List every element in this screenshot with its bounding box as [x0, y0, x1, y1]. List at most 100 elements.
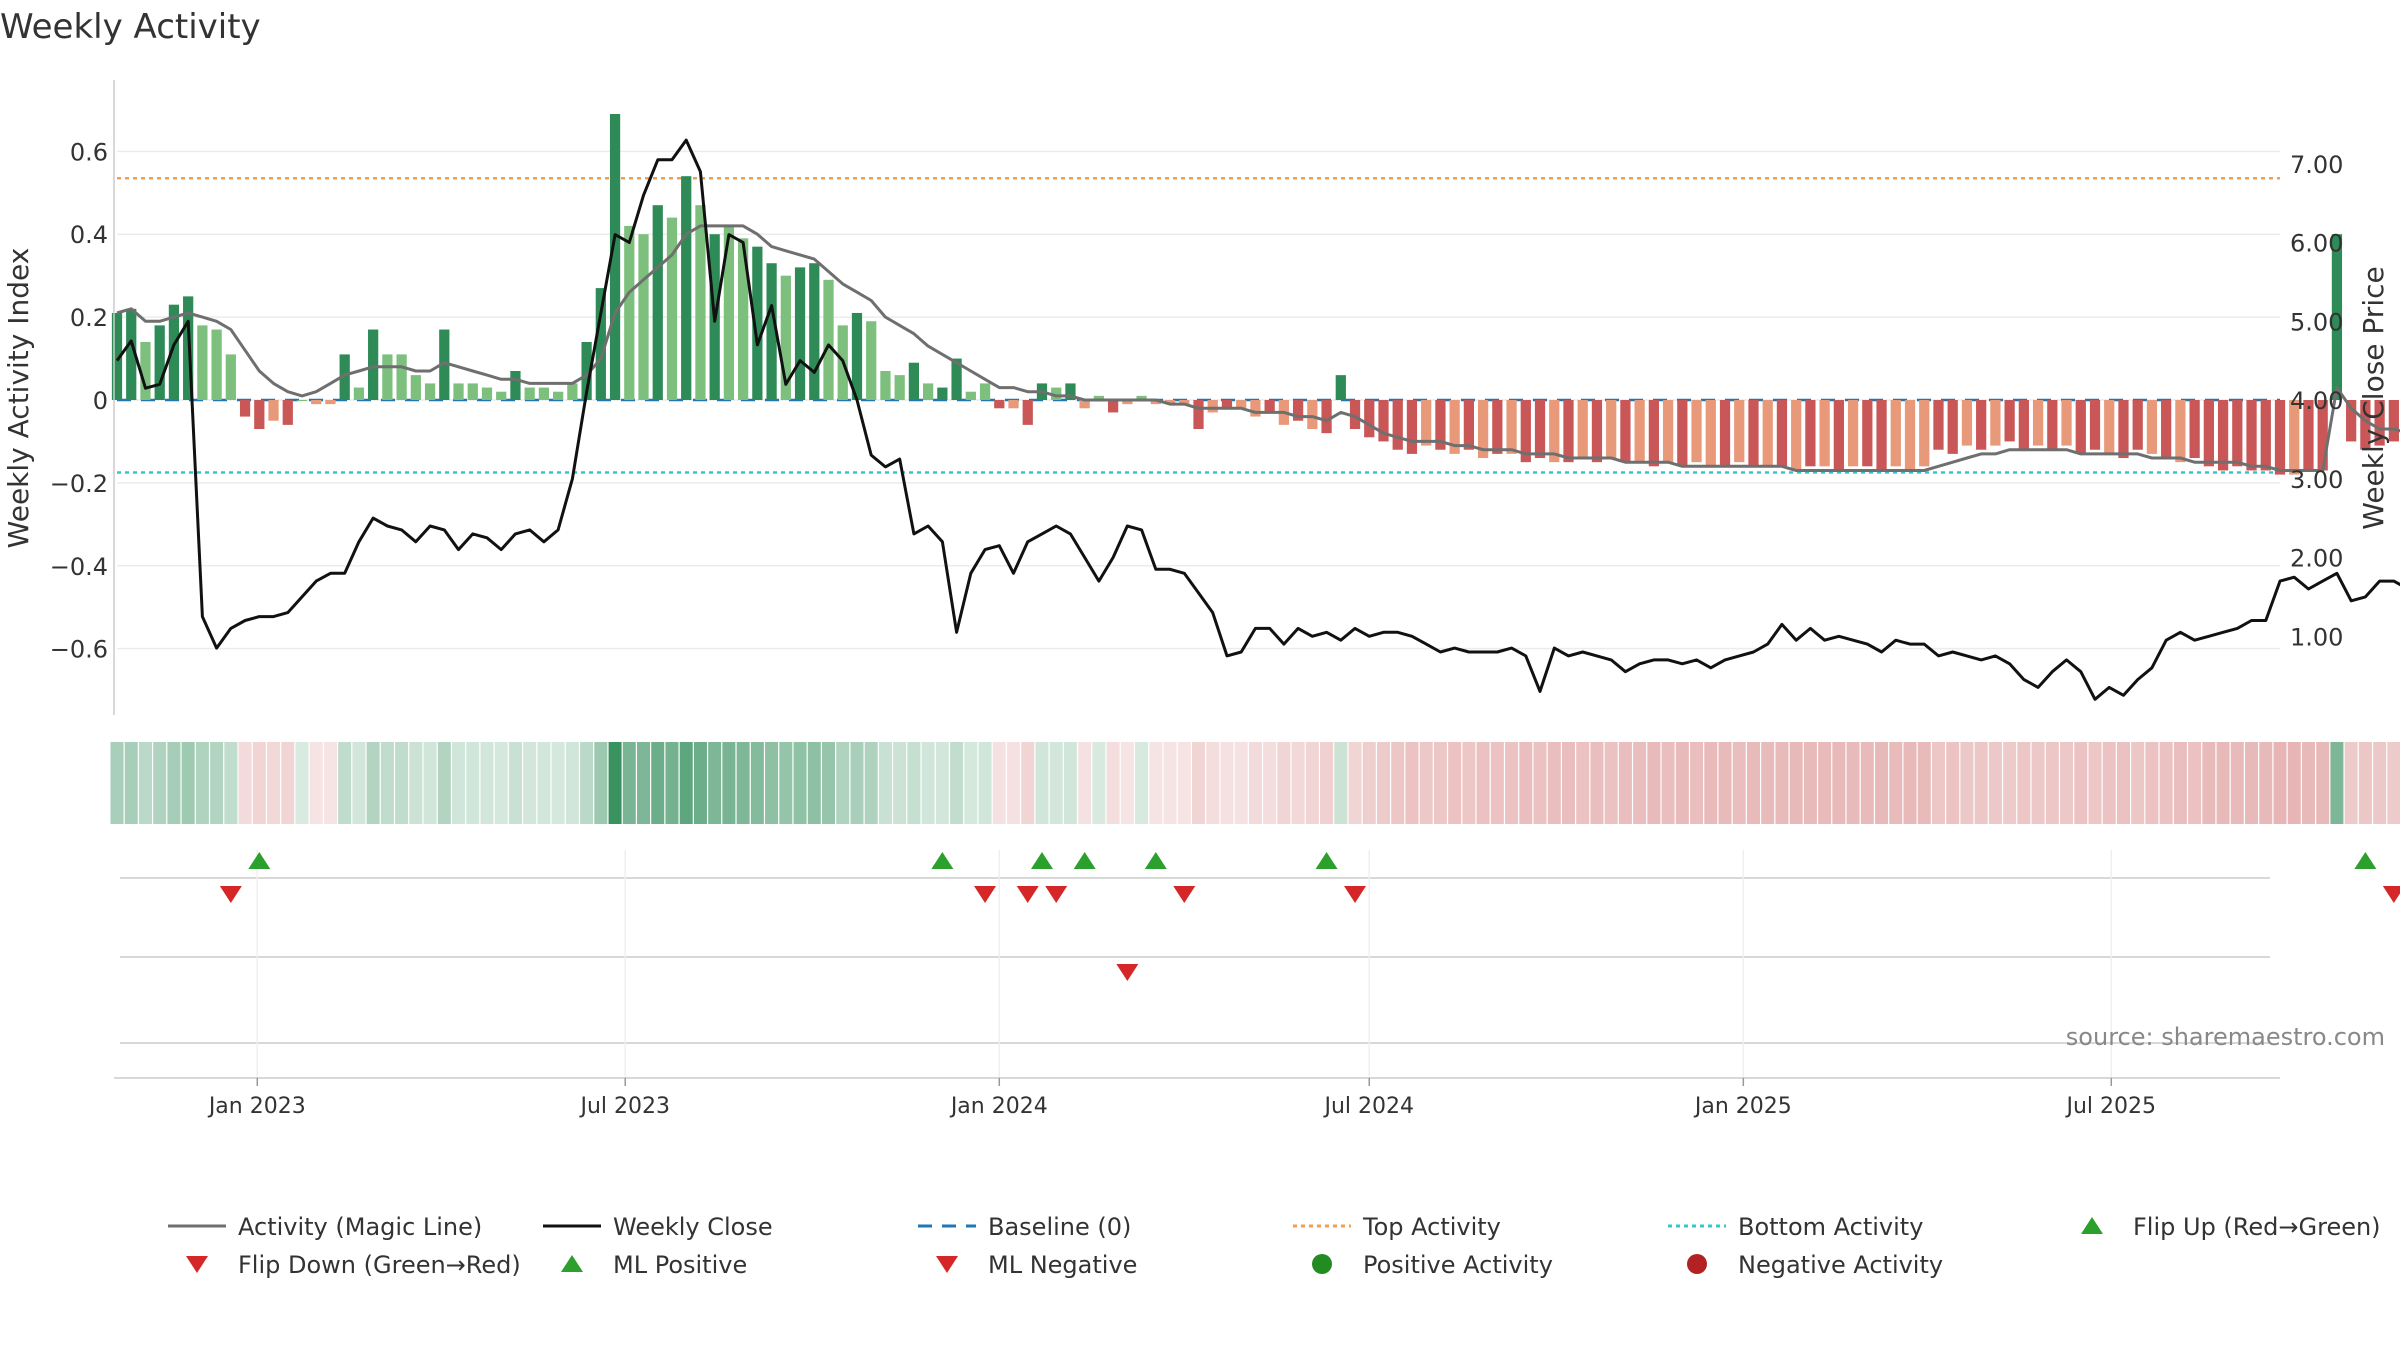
heat-cell — [1049, 742, 1063, 824]
legend-label: Flip Down (Green→Red) — [238, 1251, 521, 1279]
heat-cell — [1291, 742, 1305, 824]
flip-up-marker — [248, 852, 271, 869]
flip-up-marker — [1144, 852, 1167, 869]
activity-bar — [1065, 383, 1076, 400]
activity-bar — [951, 358, 962, 400]
activity-bar — [1776, 400, 1788, 467]
y-tick-right-0: 7.00 — [2290, 151, 2343, 179]
heat-cell — [338, 742, 352, 824]
activity-bar — [994, 400, 1005, 409]
legend-swatch-circle — [1312, 1254, 1332, 1274]
activity-bar — [1748, 400, 1759, 467]
activity-bar — [496, 391, 507, 400]
activity-bar — [2274, 400, 2286, 475]
activity-bar — [1549, 400, 1560, 463]
activity-bar — [1862, 400, 1873, 467]
legend-swatch-triangle-up — [2081, 1217, 2103, 1234]
source-note: source: sharemaestro.com — [2066, 1023, 2385, 1051]
heat-cell — [2330, 742, 2344, 824]
heat-cell — [964, 742, 978, 824]
activity-bar — [908, 362, 920, 400]
heat-cell — [1803, 742, 1817, 824]
activity-bar — [538, 387, 550, 400]
activity-bar — [467, 383, 478, 400]
heat-cell — [679, 742, 693, 824]
heat-cell — [1433, 742, 1447, 824]
heat-cell — [323, 742, 337, 824]
activity-bar — [1990, 400, 2001, 446]
activity-bar — [880, 370, 891, 400]
activity-bar — [140, 341, 151, 400]
heat-cell — [295, 742, 309, 824]
activity-bar — [2146, 400, 2158, 454]
activity-bar — [1321, 400, 1332, 434]
y-tick-left-5: −0.4 — [50, 553, 108, 581]
heat-cell — [1875, 742, 1889, 824]
activity-bar — [325, 400, 336, 405]
heat-cell — [935, 742, 949, 824]
activity-bar — [1833, 400, 1844, 471]
axes: 0.6 0.4 0.2 0 −0.2 −0.4 −0.6 7.00 6.00 5.00 4.00 3.… — [50, 80, 2343, 715]
heat-cell — [1718, 742, 1732, 824]
heat-cell — [1163, 742, 1177, 824]
heat-cell — [1704, 742, 1718, 824]
y-tick-right-1: 6.00 — [2290, 230, 2343, 258]
activity-bar — [2317, 400, 2328, 471]
heat-cell — [722, 742, 736, 824]
heat-cell — [1248, 742, 1262, 824]
heat-cell — [1661, 742, 1675, 824]
heat-cell — [1690, 742, 1704, 824]
heat-cell — [167, 742, 181, 824]
activity-bar — [1335, 375, 1346, 400]
heat-cell — [238, 742, 252, 824]
activity-bar — [1406, 400, 1418, 454]
heat-cell — [1647, 742, 1661, 824]
flip-down-marker — [974, 886, 997, 903]
heat-cell — [395, 742, 409, 824]
heat-cell — [2188, 742, 2202, 824]
activity-bar — [1648, 400, 1659, 467]
legend-label: Top Activity — [1362, 1213, 1501, 1241]
activity-bar — [823, 279, 834, 400]
heat-cell — [2003, 742, 2017, 824]
heat-cell — [2301, 742, 2315, 824]
activity-bar — [894, 375, 905, 400]
legend-label: Negative Activity — [1738, 1251, 1943, 1279]
activity-bar — [1606, 400, 1617, 459]
legend-item-1: Weekly Close — [543, 1213, 773, 1241]
heat-cell — [1419, 742, 1433, 824]
activity-bar — [1719, 400, 1731, 467]
heat-cell — [2145, 742, 2159, 824]
activity-bar — [923, 383, 934, 400]
activity-bar — [311, 400, 322, 405]
y-axis-right-label: Weekly Close Price — [2357, 266, 2390, 529]
legend-item-5: Flip Up (Red→Green) — [2081, 1213, 2381, 1241]
heat-cell — [138, 742, 152, 824]
heat-cell — [651, 742, 665, 824]
heat-cell — [1035, 742, 1049, 824]
heat-cell — [2060, 742, 2074, 824]
activity-bar — [211, 329, 222, 400]
heat-cell — [2230, 742, 2244, 824]
heat-cell — [452, 742, 466, 824]
activity-bar — [1477, 400, 1489, 459]
heat-cell — [1974, 742, 1988, 824]
heat-cell — [736, 742, 750, 824]
heat-cell — [1618, 742, 1632, 824]
chart-title: Weekly Activity — [0, 7, 261, 47]
heat-cell — [1191, 742, 1206, 824]
heat-cell — [352, 742, 366, 824]
activity-bar — [866, 321, 877, 400]
activity-bar — [481, 387, 493, 400]
y-tick-right-4: 3.00 — [2290, 466, 2343, 494]
heat-cell — [1490, 742, 1504, 824]
heat-cell — [565, 742, 579, 824]
activity-bar — [1008, 400, 1019, 409]
x-tick-label-4: Jan 2025 — [1693, 1094, 1792, 1119]
heat-cell — [1476, 742, 1490, 824]
activity-bar — [1520, 400, 1531, 463]
heat-cell — [1818, 742, 1832, 824]
heat-cell — [1063, 742, 1077, 824]
legend-label: Flip Up (Red→Green) — [2133, 1213, 2381, 1241]
